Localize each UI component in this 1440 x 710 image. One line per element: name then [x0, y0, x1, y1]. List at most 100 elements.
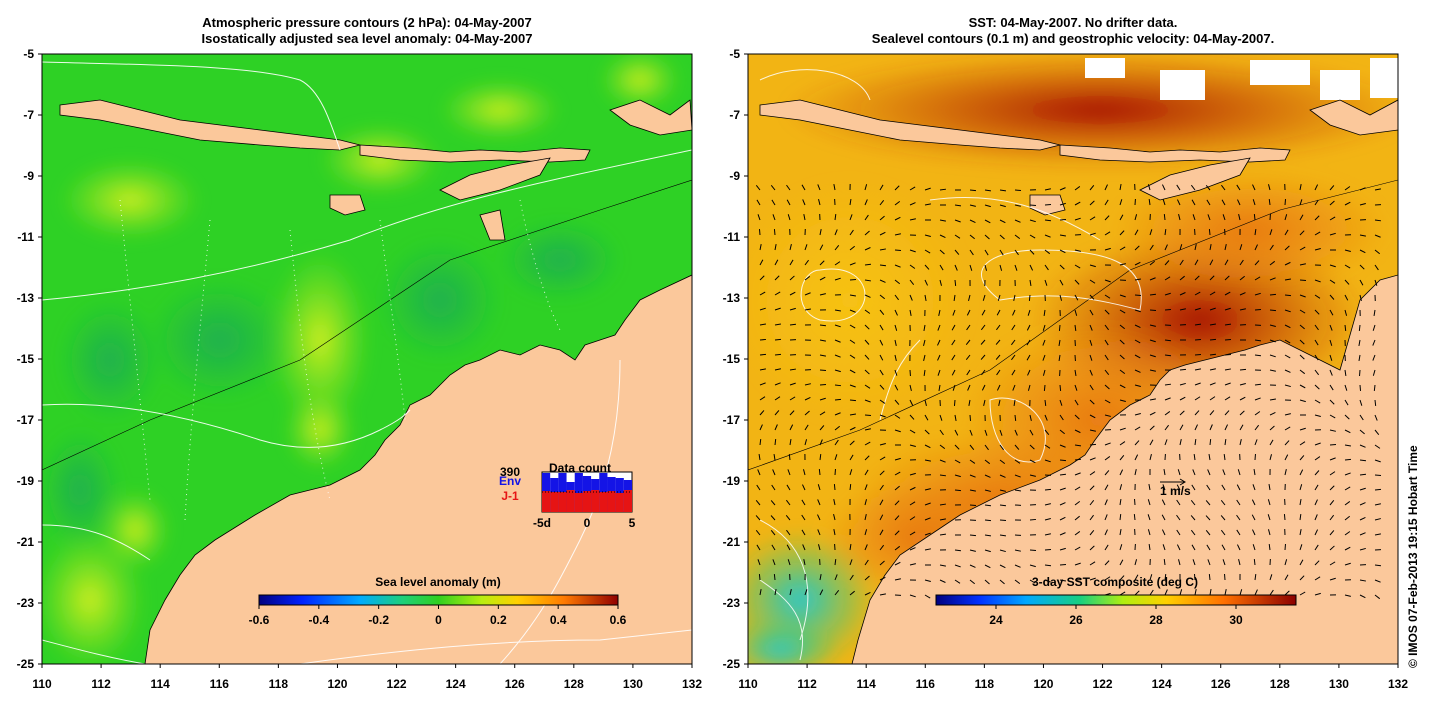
- velocity-arrow: [818, 199, 821, 206]
- velocity-arrow: [759, 338, 767, 341]
- velocity-arrow: [1374, 533, 1381, 536]
- velocity-arrow: [1252, 184, 1256, 191]
- velocity-arrow: [1044, 503, 1051, 506]
- velocity-arrow: [1209, 291, 1216, 296]
- velocity-arrow: [849, 354, 856, 359]
- velocity-arrow: [759, 244, 762, 251]
- velocity-arrow: [1074, 486, 1081, 491]
- velocity-arrow: [756, 484, 761, 491]
- velocity-arrow: [1314, 514, 1318, 521]
- velocity-arrow: [1254, 354, 1262, 357]
- velocity-arrow: [834, 384, 842, 387]
- velocity-arrow: [864, 263, 872, 266]
- velocity-arrow: [1207, 214, 1211, 221]
- velocity-arrow: [801, 184, 806, 191]
- velocity-arrow: [1314, 399, 1321, 404]
- velocity-arrow: [909, 399, 914, 406]
- velocity-arrow: [952, 309, 956, 316]
- velocity-arrow: [939, 459, 946, 463]
- velocity-arrow: [1059, 547, 1066, 551]
- velocity-arrow: [909, 218, 916, 221]
- velocity-arrow: [1044, 249, 1051, 255]
- y-tick-label: -17: [17, 413, 35, 427]
- velocity-arrow: [1134, 309, 1141, 313]
- velocity-scale-label: 1 m/s: [1160, 484, 1191, 498]
- velocity-arrow: [954, 459, 961, 464]
- velocity-arrow: [1042, 369, 1046, 376]
- x-tick-label: 118: [269, 677, 289, 691]
- velocity-scale-arrow-icon: [1160, 478, 1186, 486]
- velocity-arrow: [786, 184, 791, 191]
- velocity-arrow: [924, 279, 929, 286]
- velocity-arrow: [1359, 502, 1366, 506]
- velocity-arrow: [804, 259, 809, 266]
- velocity-arrow: [1014, 579, 1021, 584]
- velocity-arrow: [759, 259, 764, 266]
- velocity-arrow: [864, 230, 870, 236]
- velocity-arrow: [924, 459, 931, 462]
- velocity-arrow: [864, 414, 872, 417]
- velocity-arrow: [984, 534, 992, 537]
- velocity-arrow: [1359, 202, 1366, 206]
- velocity-arrow: [984, 579, 990, 585]
- velocity-arrow: [939, 533, 947, 536]
- data-count-bar-j1: [542, 491, 551, 512]
- velocity-arrow: [1329, 324, 1333, 331]
- velocity-arrow: [879, 309, 885, 315]
- velocity-arrow: [980, 324, 986, 331]
- velocity-arrow: [879, 514, 884, 521]
- velocity-arrow: [999, 564, 1006, 569]
- velocity-arrow: [1314, 294, 1321, 299]
- velocity-arrow: [1164, 228, 1167, 236]
- velocity-arrow: [1029, 204, 1037, 207]
- velocity-arrow: [789, 368, 797, 371]
- velocity-arrow: [1044, 517, 1051, 521]
- velocity-arrow: [1134, 245, 1140, 251]
- velocity-arrow: [1089, 200, 1095, 206]
- velocity-arrow: [1239, 275, 1245, 281]
- velocity-arrow: [1134, 413, 1141, 416]
- velocity-arrow: [909, 516, 916, 521]
- velocity-arrow: [1104, 309, 1110, 315]
- velocity-arrow: [1222, 559, 1226, 566]
- velocity-arrow: [1221, 544, 1226, 551]
- velocity-arrow: [1164, 292, 1171, 296]
- velocity-arrow: [894, 429, 901, 433]
- velocity-arrow: [1194, 291, 1201, 296]
- velocity-arrow: [1164, 424, 1170, 431]
- velocity-arrow: [969, 459, 976, 464]
- velocity-arrow: [864, 339, 870, 345]
- velocity-arrow: [1014, 564, 1021, 568]
- velocity-arrow: [1104, 544, 1109, 551]
- velocity-arrow: [834, 277, 841, 281]
- velocity-arrow: [849, 590, 855, 596]
- velocity-arrow: [1134, 574, 1139, 581]
- velocity-arrow: [1149, 411, 1156, 416]
- velocity-arrow: [1134, 590, 1140, 596]
- velocity-arrow: [773, 453, 776, 461]
- velocity-arrow: [894, 485, 900, 491]
- velocity-arrow: [1074, 458, 1082, 461]
- velocity-arrow: [1220, 529, 1226, 536]
- velocity-arrow: [774, 291, 781, 296]
- velocity-arrow: [1059, 444, 1066, 448]
- velocity-arrow: [864, 559, 869, 566]
- velocity-arrow: [1239, 410, 1245, 416]
- velocity-arrow: [1044, 579, 1051, 583]
- velocity-arrow: [804, 439, 808, 446]
- velocity-arrow: [1192, 214, 1196, 221]
- velocity-arrow: [879, 560, 885, 566]
- velocity-arrow: [1223, 453, 1226, 461]
- velocity-arrow: [1374, 579, 1381, 583]
- velocity-arrow: [1205, 515, 1211, 521]
- velocity-arrow: [1179, 396, 1186, 401]
- velocity-arrow: [1014, 444, 1020, 450]
- velocity-arrow: [1044, 444, 1051, 449]
- velocity-arrow: [1164, 276, 1171, 281]
- velocity-arrow: [1299, 214, 1304, 221]
- velocity-arrow: [1059, 384, 1062, 392]
- velocity-arrow: [801, 529, 806, 536]
- colorbar-tick-label: 30: [1229, 613, 1243, 627]
- data-count-bar-j1: [615, 493, 624, 512]
